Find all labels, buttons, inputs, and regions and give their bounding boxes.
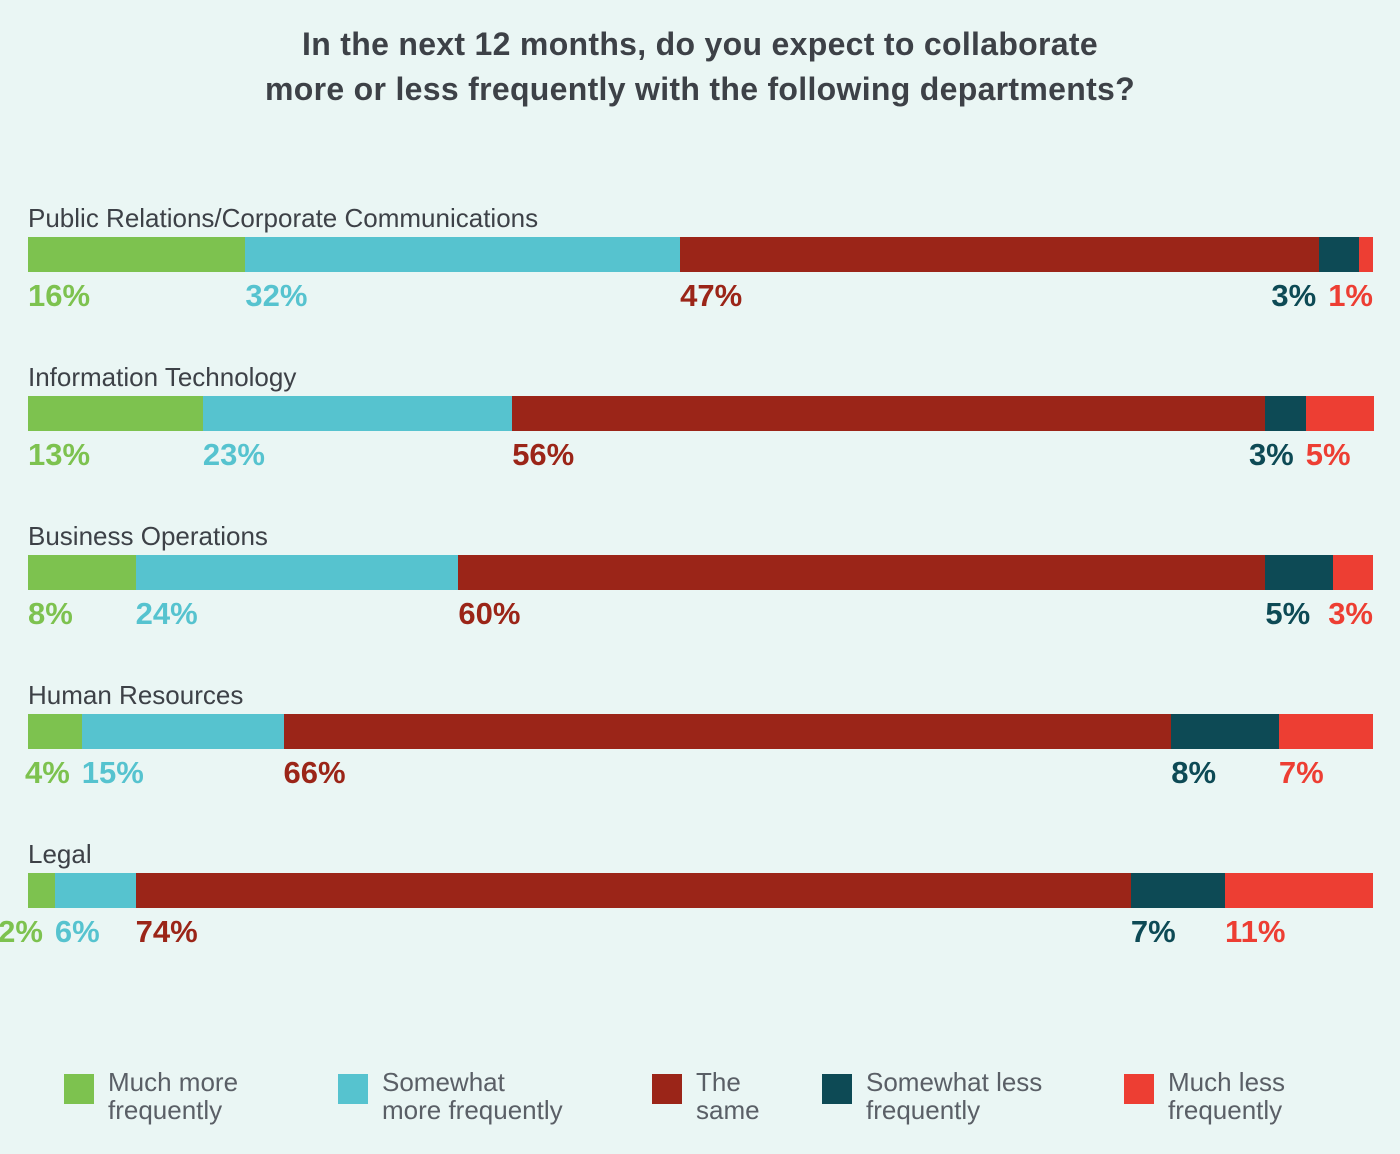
- bar-segment-much-less: [1359, 237, 1374, 272]
- bar-segment-much-less: [1278, 714, 1374, 749]
- bar-segment-somewhat-more: [202, 396, 513, 431]
- value-label-somewhat-more: 24%: [135, 596, 198, 631]
- value-label-much-less: 7%: [1278, 755, 1324, 790]
- value-label-much-less: 5%: [1305, 437, 1351, 472]
- bar-segment-somewhat-less: [1265, 396, 1307, 431]
- category-label: Human Resources: [28, 680, 244, 710]
- bar-segment-somewhat-more: [54, 873, 137, 908]
- value-label-somewhat-less: 5%: [1265, 596, 1311, 631]
- legend-label: The same: [696, 1067, 760, 1125]
- bar-segment-somewhat-more: [81, 714, 285, 749]
- category-label: Legal: [28, 839, 92, 869]
- value-label-same: 47%: [680, 278, 743, 313]
- value-label-somewhat-less: 8%: [1171, 755, 1217, 790]
- value-label-much-more: 16%: [28, 278, 91, 313]
- value-label-somewhat-more: 6%: [54, 914, 100, 949]
- value-label-somewhat-less: 7%: [1130, 914, 1176, 949]
- bar-segment-somewhat-less: [1171, 714, 1280, 749]
- bar-row: [28, 555, 1374, 590]
- legend-label: Somewhat less frequently: [866, 1067, 1043, 1125]
- value-label-much-less: 1%: [1328, 278, 1373, 313]
- chart-legend: Much more frequently Somewhat more frequent…: [0, 1068, 1400, 1138]
- value-label-somewhat-less: 3%: [1271, 278, 1317, 313]
- bar-row: [28, 396, 1374, 431]
- bar-segment-much-more: [28, 714, 83, 749]
- chart-title-line-1: In the next 12 months, do you expect to …: [302, 26, 1098, 62]
- chart-title: In the next 12 months, do you expect to …: [0, 22, 1400, 112]
- value-label-much-less: 11%: [1225, 914, 1286, 949]
- legend-swatch: [338, 1074, 368, 1104]
- value-label-same: 56%: [512, 437, 575, 472]
- bar-segment-somewhat-less: [1130, 873, 1226, 908]
- value-label-much-more: 8%: [28, 596, 73, 631]
- chart-title-line-2: more or less frequently with the followi…: [265, 71, 1135, 107]
- bar-segment-much-less: [1305, 396, 1374, 431]
- bar-segment-much-more: [28, 555, 137, 590]
- legend-label: Much less frequently: [1168, 1067, 1286, 1125]
- value-label-same: 74%: [135, 914, 198, 949]
- value-label-much-more: 13%: [28, 437, 91, 472]
- value-label-somewhat-more: 32%: [245, 278, 308, 313]
- bar-segment-same: [135, 873, 1132, 908]
- value-label-somewhat-more: 15%: [81, 755, 144, 790]
- legend-swatch: [652, 1074, 682, 1104]
- bar-segment-same: [680, 237, 1320, 272]
- bar-segment-somewhat-more: [135, 555, 459, 590]
- value-label-much-less: 3%: [1328, 596, 1373, 631]
- bar-segment-somewhat-more: [245, 237, 681, 272]
- category-label: Public Relations/Corporate Communication…: [28, 203, 539, 233]
- value-label-much-more: 2%: [0, 914, 43, 949]
- legend-swatch: [64, 1074, 94, 1104]
- bar-segment-much-more: [28, 396, 204, 431]
- bar-segment-somewhat-less: [1318, 237, 1360, 272]
- value-label-much-more: 4%: [24, 755, 70, 790]
- legend-swatch: [1124, 1074, 1154, 1104]
- bar-row: [28, 714, 1374, 749]
- bar-segment-somewhat-less: [1265, 555, 1334, 590]
- legend-label: Much more frequently: [108, 1067, 239, 1125]
- value-label-somewhat-less: 3%: [1248, 437, 1294, 472]
- bar-row: [28, 873, 1374, 908]
- category-label: Business Operations: [28, 521, 268, 551]
- bar-segment-much-more: [28, 237, 246, 272]
- bar-segment-much-less: [1332, 555, 1374, 590]
- bar-segment-same: [283, 714, 1172, 749]
- category-label: Information Technology: [28, 362, 297, 392]
- stacked-bar-chart: Public Relations/Corporate Communication…: [0, 203, 1374, 949]
- value-label-somewhat-more: 23%: [202, 437, 265, 472]
- legend-swatch: [822, 1074, 852, 1104]
- bar-row: [28, 237, 1374, 272]
- bar-segment-same: [458, 555, 1266, 590]
- value-label-same: 66%: [283, 755, 346, 790]
- value-label-same: 60%: [458, 596, 521, 631]
- bar-segment-same: [512, 396, 1266, 431]
- legend-label: Somewhat more frequently: [382, 1067, 563, 1125]
- bar-segment-much-more: [28, 873, 56, 908]
- bar-segment-much-less: [1225, 873, 1374, 908]
